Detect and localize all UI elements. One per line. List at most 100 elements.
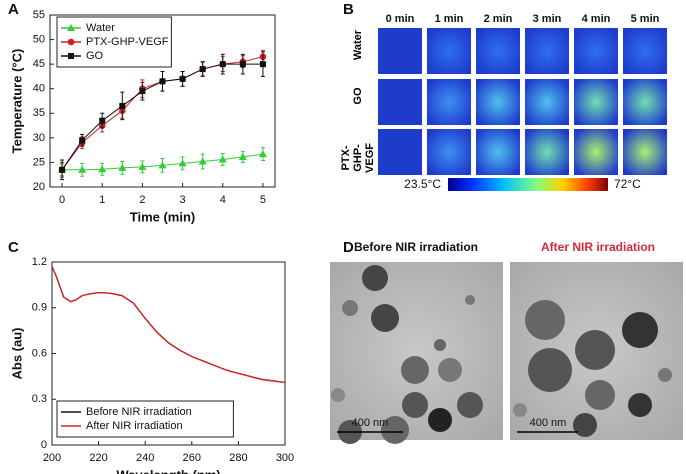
scale-bar-label: 400 nm (530, 417, 567, 429)
thermal-image (525, 79, 569, 125)
colorbar-label: 23.5°C (404, 177, 441, 191)
column-label: 1 min (435, 13, 464, 25)
panel-label: D (343, 239, 354, 256)
y-tick-label: 25 (33, 156, 45, 168)
legend-box (56, 400, 234, 438)
y-tick-label: 0.9 (32, 302, 47, 314)
thermal-image (378, 79, 422, 125)
panel-label: B (343, 1, 354, 18)
marker (219, 61, 226, 68)
x-tick-label: 0 (59, 194, 65, 206)
thermal-image (427, 79, 471, 125)
marker (179, 75, 186, 82)
x-tick-label: 300 (276, 452, 294, 464)
thermal-image (476, 79, 520, 125)
marker (139, 88, 146, 95)
marker (159, 78, 166, 85)
marker (199, 66, 206, 73)
y-tick-label: 55 (33, 9, 45, 21)
marker (258, 150, 267, 158)
series-line (51, 266, 286, 384)
thermal-image (378, 28, 422, 74)
x-tick-label: 220 (89, 452, 107, 464)
panel-label: C (8, 239, 19, 256)
x-tick-label: 3 (180, 194, 186, 206)
column-label: 3 min (533, 13, 562, 25)
y-tick-label: 40 (33, 83, 45, 95)
x-axis-label: Wavelength (nm) (116, 467, 220, 474)
y-tick-label: 1.2 (32, 256, 47, 268)
marker (178, 159, 187, 167)
x-tick-label: 4 (220, 194, 226, 206)
micrograph-title: Before NIR irradiation (354, 240, 478, 254)
thermal-image (574, 129, 618, 175)
marker (158, 161, 167, 169)
thermal-image (378, 129, 422, 175)
thermal-image (525, 129, 569, 175)
panel-label: A (8, 1, 19, 18)
marker (238, 153, 247, 161)
marker (99, 117, 106, 124)
row-label: GO (352, 87, 364, 105)
thermal-image (476, 28, 520, 74)
legend-label: GO (86, 50, 104, 62)
scale-bar-label: 400 nm (352, 417, 389, 429)
column-label: 4 min (582, 13, 611, 25)
x-tick-label: 5 (260, 194, 266, 206)
micrograph-after (510, 262, 683, 440)
column-label: 5 min (631, 13, 660, 25)
x-tick-label: 280 (229, 452, 247, 464)
y-tick-label: 30 (33, 132, 45, 144)
row-label: PTX-GHP-VEGF (340, 143, 376, 173)
y-tick-label: 0 (41, 439, 47, 451)
marker (138, 162, 147, 170)
marker (218, 155, 227, 163)
plot-frame (49, 14, 276, 188)
micrograph-title: After NIR irradiation (541, 240, 655, 254)
y-tick-label: 50 (33, 33, 45, 45)
thermal-image (476, 129, 520, 175)
marker (67, 24, 75, 31)
marker (79, 137, 86, 144)
column-label: 0 min (386, 13, 415, 25)
marker (68, 53, 74, 59)
column-label: 2 min (484, 13, 513, 25)
y-tick-label: 45 (33, 58, 45, 70)
colorbar-label: 72°C (614, 177, 641, 191)
legend-label: After NIR irradiation (86, 420, 183, 432)
x-tick-label: 240 (136, 452, 154, 464)
micrograph-before (330, 262, 503, 444)
x-tick-label: 2 (139, 194, 145, 206)
legend-label: Before NIR irradiation (86, 406, 192, 418)
thermal-image (623, 28, 667, 74)
y-tick-label: 35 (33, 107, 45, 119)
thermal-image (623, 129, 667, 175)
x-axis-label: Time (min) (130, 209, 196, 224)
colorbar (448, 178, 608, 191)
thermal-image (427, 28, 471, 74)
legend-label: Water (86, 22, 115, 34)
thermal-image (574, 79, 618, 125)
thermal-image (574, 28, 618, 74)
x-tick-label: 200 (43, 452, 61, 464)
marker (118, 163, 127, 171)
x-tick-label: 260 (183, 452, 201, 464)
series-line (51, 266, 286, 384)
legend-label: PTX-GHP-VEGF (86, 36, 169, 48)
y-axis-label: Abs (au) (9, 328, 24, 380)
y-axis-label: Temperature (°C) (9, 49, 24, 154)
marker (259, 61, 266, 68)
row-label: Water (352, 29, 364, 61)
y-tick-label: 20 (33, 181, 45, 193)
marker (198, 157, 207, 165)
y-tick-label: 0.3 (32, 393, 47, 405)
marker (59, 166, 66, 173)
marker (98, 165, 107, 173)
y-tick-label: 0.6 (32, 347, 47, 359)
thermal-image (623, 79, 667, 125)
x-tick-label: 1 (99, 194, 105, 206)
marker (78, 165, 87, 173)
marker (119, 102, 126, 109)
